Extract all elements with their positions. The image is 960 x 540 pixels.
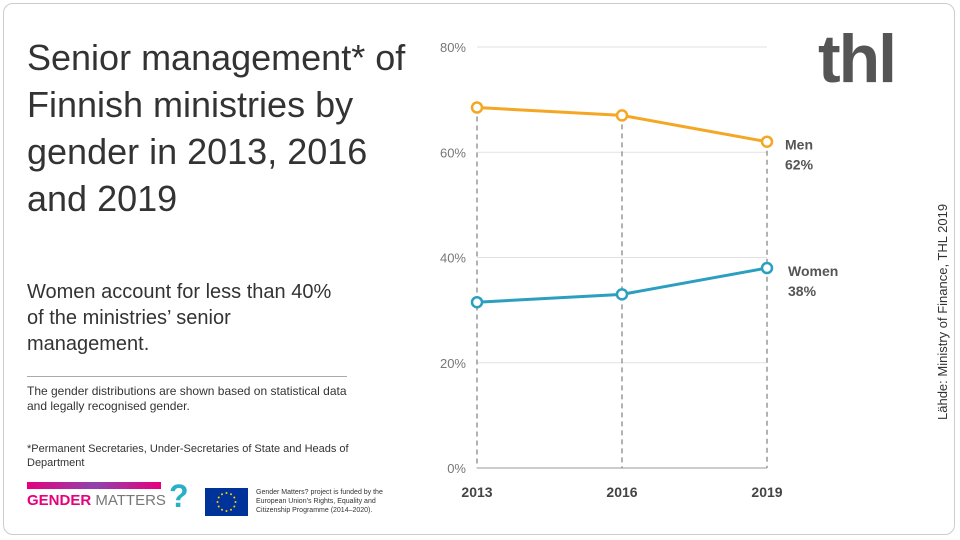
series-label: Men <box>785 137 813 153</box>
eu-star <box>221 493 223 496</box>
series-end-value: 38% <box>788 283 817 299</box>
data-point <box>760 261 774 275</box>
series-end-value: 62% <box>785 157 814 173</box>
gender-matters-logo: GENDER MATTERS ? <box>27 478 202 518</box>
eu-star <box>233 496 236 499</box>
data-point <box>470 295 484 309</box>
x-tick-label: 2016 <box>606 484 637 500</box>
logo-bar <box>27 482 161 489</box>
frame <box>3 3 955 535</box>
y-tick-label: 80% <box>440 40 466 55</box>
data-point <box>615 288 629 301</box>
eu-star <box>217 496 220 499</box>
eu-star <box>225 492 228 494</box>
eu-star <box>230 508 232 511</box>
eu-star <box>221 508 223 511</box>
y-tick-label: 60% <box>440 145 466 160</box>
subtitle: Women account for less than 40% of the m… <box>27 281 332 355</box>
question-mark-icon: ? <box>169 478 189 514</box>
page-title: Senior management* of Finnish ministries… <box>27 37 406 219</box>
eu-star <box>233 505 236 508</box>
data-point <box>470 101 484 114</box>
y-tick-label: 0% <box>447 461 466 476</box>
eu-star <box>216 501 219 503</box>
eu-star <box>230 493 232 496</box>
x-tick-label: 2019 <box>751 484 782 500</box>
x-tick-label: 2013 <box>461 484 492 500</box>
note: The gender distributions are shown based… <box>27 384 347 413</box>
y-tick-label: 40% <box>440 251 466 266</box>
y-tick-label: 20% <box>440 356 466 371</box>
eu-star <box>217 505 220 508</box>
divider <box>27 376 347 377</box>
logo-text: GENDER MATTERS <box>27 492 166 509</box>
eu-funding-text: Gender Matters? project is funded by the… <box>256 489 383 514</box>
eu-star <box>225 510 228 512</box>
thl-logo: thl <box>818 21 897 97</box>
data-point <box>760 135 774 148</box>
eu-flag-icon <box>205 488 248 516</box>
series-label: Women <box>788 263 838 279</box>
footnote: *Permanent Secretaries, Under-Secretarie… <box>27 443 349 469</box>
data-point <box>615 109 629 122</box>
eu-star <box>234 501 237 503</box>
